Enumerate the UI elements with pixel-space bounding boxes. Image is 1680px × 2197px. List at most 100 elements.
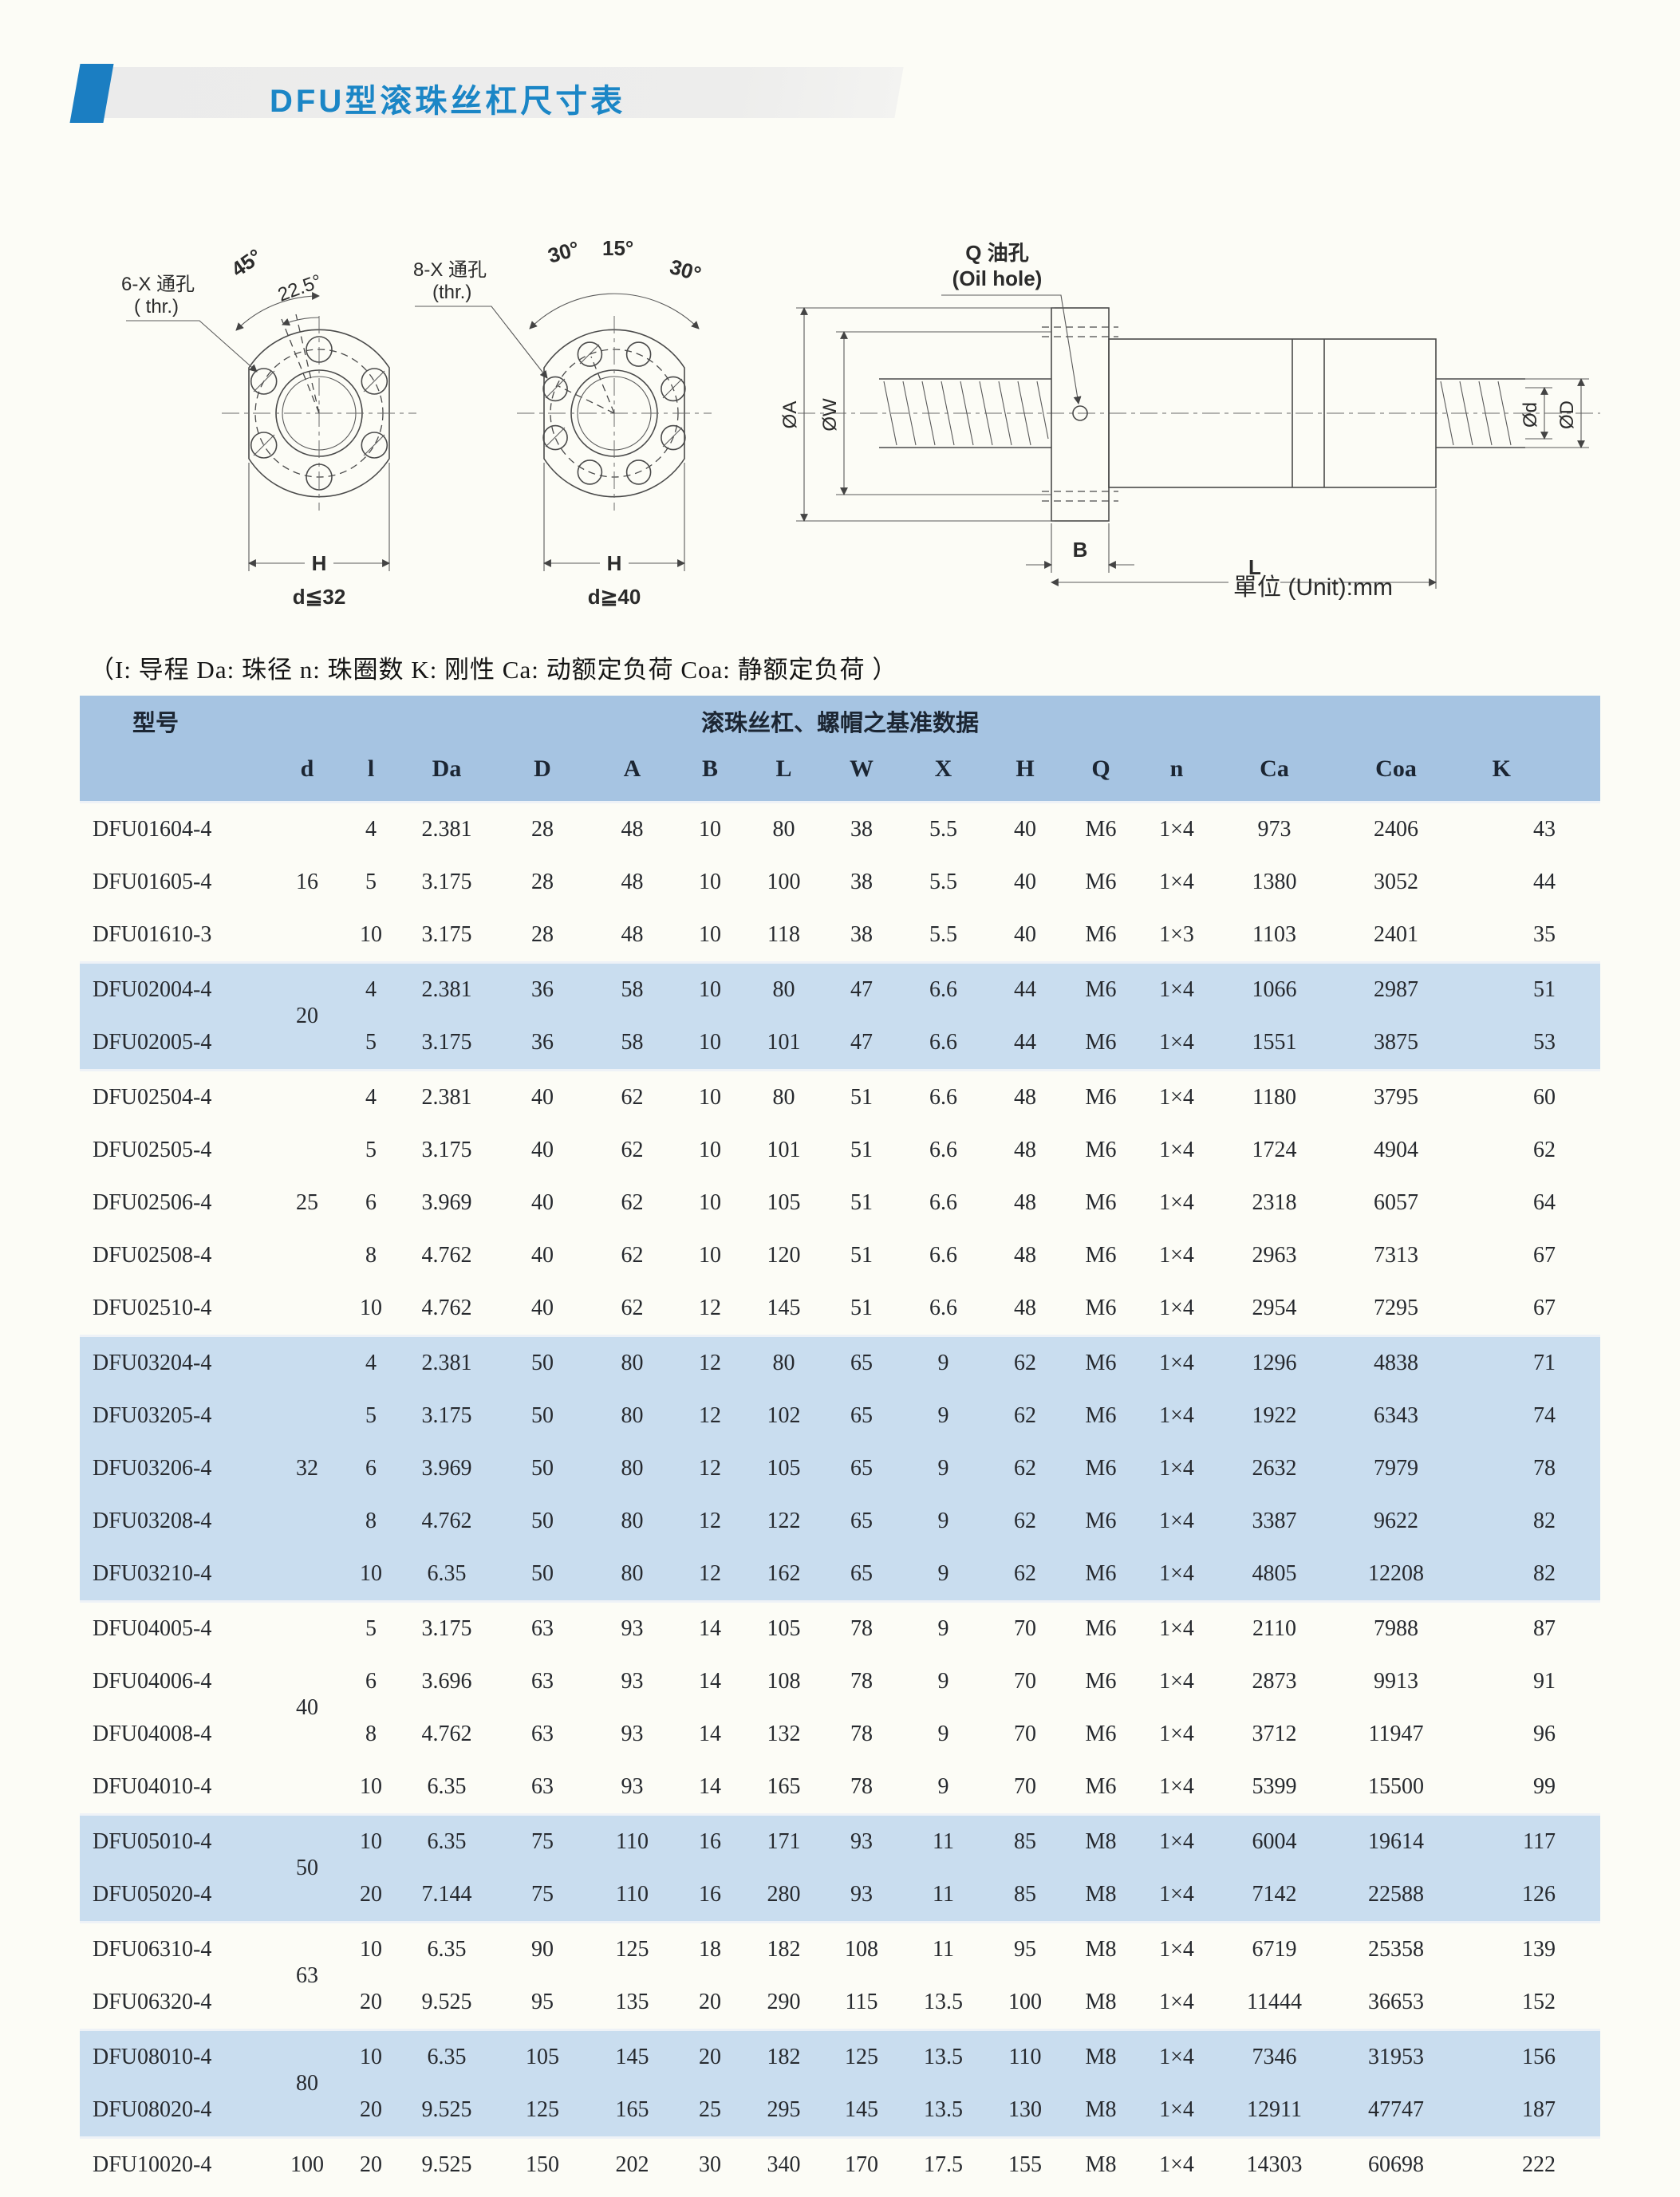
H-cell: 155	[985, 2136, 1065, 2191]
Coa-cell: 2401	[1374, 922, 1418, 947]
l-cell: 5	[365, 1030, 377, 1055]
Ca-cell: 2110	[1217, 1600, 1332, 1655]
Da-cell: 6.35	[427, 1561, 467, 1586]
legend-line: （I: 导程 Da: 珠径 n: 珠圈数 K: 刚性 Ca: 动额定负荷 Coa…	[89, 656, 898, 684]
model-cell: DFU05020-4	[93, 1882, 212, 1907]
W-cell: 65	[850, 1509, 873, 1533]
D-cell: 90	[495, 1921, 590, 1976]
Coa-cell: 2406	[1332, 801, 1460, 856]
n-cell: 1×4	[1159, 870, 1194, 894]
col-header-A: A	[590, 737, 674, 803]
H-cell: 62	[1014, 1561, 1036, 1586]
col-header-H: H	[985, 737, 1065, 803]
Q-cell: M6	[1065, 1335, 1137, 1390]
A-cell: 80	[621, 1561, 644, 1586]
l-cell: 5	[365, 1403, 377, 1428]
Q-cell: M6	[1085, 1138, 1117, 1162]
n-cell: 1×4	[1137, 2029, 1217, 2084]
L-cell: 162	[767, 1561, 801, 1586]
Q-cell: M6	[1065, 1600, 1137, 1655]
A-cell: 135	[615, 1990, 649, 2014]
Da-cell: 9.525	[421, 2097, 472, 2122]
D-cell: 40	[531, 1296, 554, 1320]
l-cell: 10	[360, 1561, 382, 1586]
W-cell: 51	[850, 1296, 873, 1320]
X-cell: 9	[937, 1403, 949, 1428]
K-cell: 53	[1533, 1030, 1556, 1055]
n-cell: 1×4	[1159, 1138, 1194, 1162]
Ca-cell: 6004	[1217, 1813, 1332, 1868]
H-cell: 70	[1014, 1774, 1036, 1799]
X-cell: 6.6	[929, 1138, 957, 1162]
W-cell: 51	[850, 1138, 873, 1162]
l-cell: 4	[343, 1335, 399, 1390]
Coa-cell: 11947	[1368, 1722, 1424, 1746]
Da-cell: 3.175	[421, 1030, 472, 1055]
model-cell: DFU02005-4	[93, 1030, 212, 1055]
Coa-cell: 4838	[1332, 1335, 1460, 1390]
A-cell: 165	[615, 2097, 649, 2122]
Ca-cell: 2632	[1252, 1456, 1297, 1481]
d-cell: 80	[271, 2029, 343, 2138]
model-cell: DFU02504-4	[80, 1069, 271, 1124]
A-cell: 48	[590, 801, 674, 856]
D-cell: 28	[531, 870, 554, 894]
l-cell: 6	[365, 1669, 377, 1694]
l-cell: 8	[365, 1509, 377, 1533]
Da-cell: 6.35	[427, 1774, 467, 1799]
A-cell: 80	[621, 1403, 644, 1428]
dim-l-label: L	[1248, 555, 1261, 579]
d-cell: 100	[271, 2136, 343, 2191]
Da-cell: 3.175	[421, 1403, 472, 1428]
L-cell: 105	[767, 1456, 801, 1481]
d-cell: 20	[271, 961, 343, 1071]
W-cell: 78	[850, 1669, 873, 1694]
A-cell: 62	[621, 1296, 644, 1320]
Da-cell: 3.175	[399, 1600, 495, 1655]
H-cell: 48	[985, 1069, 1065, 1124]
A-cell: 80	[621, 1456, 644, 1481]
A-cell: 110	[616, 1882, 649, 1907]
n-cell: 1×4	[1159, 1030, 1194, 1055]
dim-phi-d-big-label: ØD	[1556, 400, 1578, 429]
model-cell: DFU03206-4	[93, 1456, 212, 1481]
Da-cell: 3.175	[421, 922, 472, 947]
W-cell: 78	[822, 1600, 901, 1655]
B-cell: 16	[674, 1813, 746, 1868]
Ca-cell: 4805	[1252, 1561, 1297, 1586]
l-cell: 6	[365, 1456, 377, 1481]
model-cell: DFU01604-4	[80, 801, 271, 856]
dim-b-label: B	[1073, 538, 1088, 562]
Ca-cell: 1180	[1217, 1069, 1332, 1124]
table-header-band: 型号 滚珠丝杠、螺帽之基准数据	[80, 696, 1600, 737]
Coa-cell: 9622	[1374, 1509, 1418, 1533]
B-cell: 16	[699, 1882, 721, 1907]
W-cell: 115	[845, 1990, 878, 2014]
B-cell: 10	[699, 1030, 721, 1055]
D-cell: 150	[495, 2136, 590, 2191]
H-cell: 44	[1014, 1030, 1036, 1055]
model-cell: DFU02505-4	[93, 1138, 212, 1162]
dim-phi-w-label: ØW	[819, 398, 841, 432]
K-cell: 78	[1533, 1456, 1556, 1481]
B-cell: 10	[674, 961, 746, 1016]
l-cell: 6	[365, 1190, 377, 1215]
Da-cell: 7.144	[421, 1882, 472, 1907]
L-cell: 122	[767, 1509, 801, 1533]
A-cell: 62	[621, 1243, 644, 1268]
H-cell: 95	[985, 1921, 1065, 1976]
A-cell: 48	[621, 870, 644, 894]
dim-d-label-small: d≦32	[293, 585, 346, 609]
W-cell: 78	[850, 1774, 873, 1799]
D-cell: 40	[531, 1138, 554, 1162]
model-cell: DFU02506-4	[93, 1190, 212, 1215]
Q-cell: M6	[1065, 961, 1137, 1016]
K-cell: 64	[1533, 1190, 1556, 1215]
model-cell: DFU04005-4	[80, 1600, 271, 1655]
K-cell: 96	[1533, 1722, 1556, 1746]
X-cell: 13.5	[924, 2097, 963, 2122]
n-cell: 1×4	[1137, 1813, 1217, 1868]
dim-h-label-large: H	[607, 551, 622, 575]
X-cell: 5.5	[929, 922, 957, 947]
L-cell: 80	[746, 1069, 822, 1124]
